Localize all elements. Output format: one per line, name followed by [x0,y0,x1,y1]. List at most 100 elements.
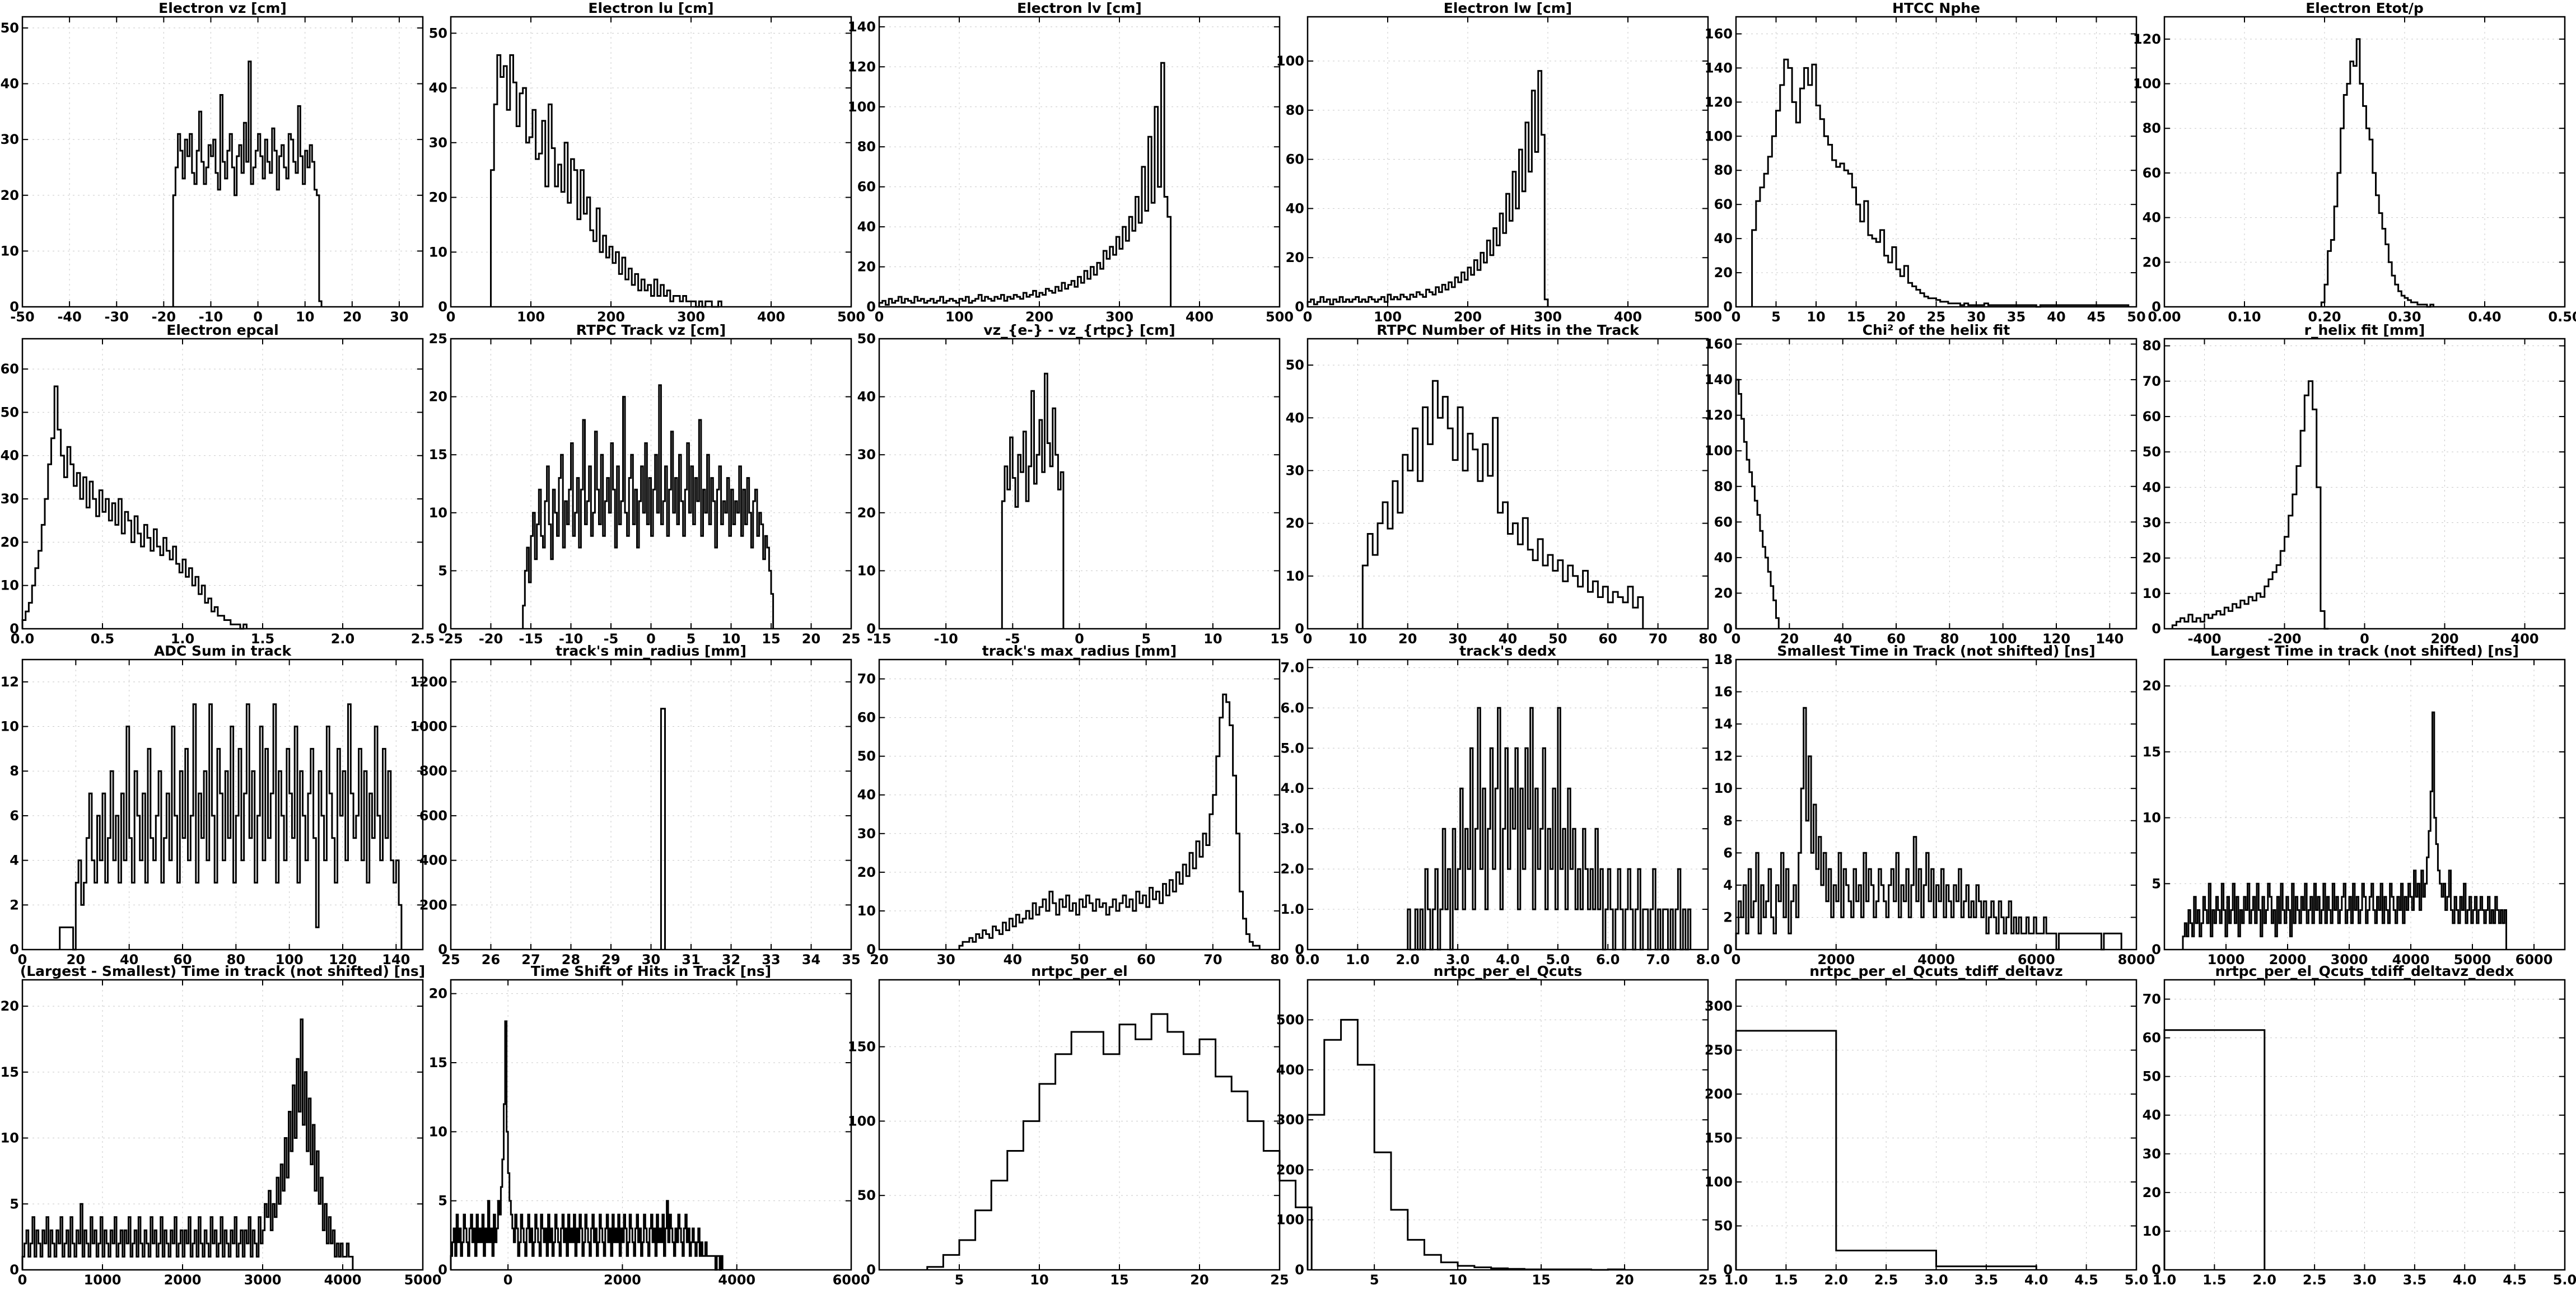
histogram-bars [2182,711,2507,950]
y-tick-label: 140 [1705,372,1733,387]
y-tick-label: 40 [1286,410,1304,426]
x-tick-label: -10 [934,631,958,647]
y-tick-label: 15 [429,447,447,462]
histogram-bars [1001,372,1065,629]
histogram-bars [490,54,722,308]
x-tick-label: 0 [2360,631,2369,647]
x-tick-label: -10 [559,631,583,647]
y-tick-label: 120 [1705,94,1733,110]
y-tick-label: 60 [1,361,19,377]
y-tick-label: 0 [866,621,876,637]
plot-frame [1735,338,2138,630]
y-tick-label: 60 [857,710,876,726]
x-tick-label: 40 [2047,309,2065,325]
x-tick-label: 2.0 [331,631,355,647]
y-tick-label: 40 [2143,210,2161,226]
y-tick-label: 30 [1,132,19,147]
y-tick-label: 0 [1295,299,1304,315]
plot-frame [21,658,424,951]
x-tick-label: 2.0 [1824,1272,1848,1288]
x-tick-label: 140 [382,952,410,968]
x-tick-label: 10 [722,631,740,647]
histogram-title: Electron lw [cm] [1444,0,1572,16]
plot-frame [450,979,852,1271]
x-tick-label: 3000 [244,1272,282,1288]
x-tick-label: 8.0 [1696,952,1720,968]
y-tick-label: 50 [2143,444,2161,460]
x-tick-label: 60 [1887,631,1905,647]
y-tick-label: 20 [857,259,876,275]
x-tick-label: -15 [519,631,543,647]
y-tick-label: 80 [1714,479,1733,494]
x-tick-label: -5 [1005,631,1020,647]
y-tick-label: 300 [1705,998,1733,1014]
histogram-panel: -400 -200 0 200 400 0 10 20 30 40 50 60 70 80 r_helix … [2143,322,2566,647]
y-tick-label: 60 [2143,165,2161,181]
y-tick-label: 120 [2133,31,2161,47]
x-tick-label: 30 [390,309,408,325]
y-tick-label: 8 [1723,813,1733,829]
y-tick-label: 250 [1705,1043,1733,1058]
histogram-title: ADC Sum in track [154,643,292,659]
y-tick-label: 2 [1723,909,1733,925]
y-tick-label: 200 [419,897,447,913]
histogram-title: Time Shift of Hits in Track [ns] [531,963,771,979]
y-tick-label: 140 [1705,60,1733,76]
x-tick-label: 200 [2430,631,2458,647]
y-tick-label: 40 [1714,231,1733,246]
histogram-title: Chi² of the helix fit [1863,322,2010,338]
x-tick-label: 5 [955,1272,964,1288]
histogram-panel: 0 2000 4000 6000 8000 0 2 4 6 8 10 12 14 16 18 Smallest… [1714,643,2155,968]
x-tick-label: 50 [1070,952,1089,968]
x-tick-label: 70 [1203,952,1222,968]
x-tick-label: 100 [517,309,545,325]
y-tick-label: 10 [857,563,876,578]
histogram-title: Largest Time in track (not shifted) [ns] [2210,643,2519,659]
y-tick-label: 50 [1,20,19,36]
y-tick-label: 6 [10,808,19,824]
histogram-title: track's min_radius [mm] [556,643,746,659]
x-tick-label: 25 [1927,309,1945,325]
y-tick-label: 20 [1286,250,1304,265]
x-tick-label: 4.5 [2503,1272,2527,1288]
x-tick-label: 40 [1833,631,1852,647]
y-tick-label: 0 [1295,942,1304,957]
y-tick-label: 3.0 [1280,821,1304,836]
histogram-panel: 0 20 40 60 80 100 120 140 0 2 4 6 8 10 12 ADC Sum in tr… [1,643,424,968]
histogram-title: track's max_radius [mm] [982,643,1177,659]
x-tick-label: 3000 [2331,952,2368,968]
histogram-panel: 0.0 0.5 1.0 1.5 2.0 2.5 0 10 20 30 40 50 60 Electron … [1,322,435,647]
histogram-title: Electron vz [cm] [158,0,287,16]
x-tick-label: 2.0 [1396,952,1420,968]
x-tick-label: 60 [1137,952,1155,968]
x-tick-label: 200 [1025,309,1053,325]
histogram-panel: 0 1000 2000 3000 4000 5000 0 5 10 15 20 (Largest - … [1,963,442,1288]
plot-frame [2163,979,2566,1271]
y-tick-label: 0 [2152,1262,2161,1278]
y-tick-label: 10 [1286,568,1304,584]
x-tick-label: 20 [67,952,85,968]
plot-frame [1306,16,1709,308]
y-tick-label: 10 [1,243,19,259]
x-tick-label: 1.0 [171,631,195,647]
x-tick-label: 3.5 [1975,1272,1999,1288]
y-tick-label: 5.0 [1280,740,1304,756]
y-tick-label: 100 [1276,1212,1304,1228]
y-tick-label: 100 [1705,128,1733,144]
plot-frame [21,338,424,630]
x-tick-label: 20 [1780,631,1799,647]
x-tick-label: 60 [173,952,192,968]
x-tick-label: 1.5 [251,631,275,647]
histogram-panel: 0 100 200 300 400 500 0 10 20 30 40 50 Electron lu [… [429,0,865,325]
y-tick-label: 20 [429,389,447,405]
y-tick-label: 40 [2143,1107,2161,1123]
histogram-bars [1751,58,2130,308]
histogram-panel: 1.0 1.5 2.0 2.5 3.0 3.5 4.0 4.5 5.0 0 10 20 30 40 50 60… [2143,963,2576,1288]
histogram-title: nrtpc_per_el_Qcuts [1434,963,1583,979]
histogram-title: Electron lu [cm] [588,0,713,16]
x-tick-label: 50 [1548,631,1567,647]
x-tick-label: 0 [18,952,27,968]
histogram-panel: -50 -40 -30 -20 -10 0 10 20 30 0 10 20 30 40 50 Electro… [1,0,424,325]
y-tick-label: 30 [857,826,876,842]
x-tick-label: 0.10 [2228,309,2261,325]
